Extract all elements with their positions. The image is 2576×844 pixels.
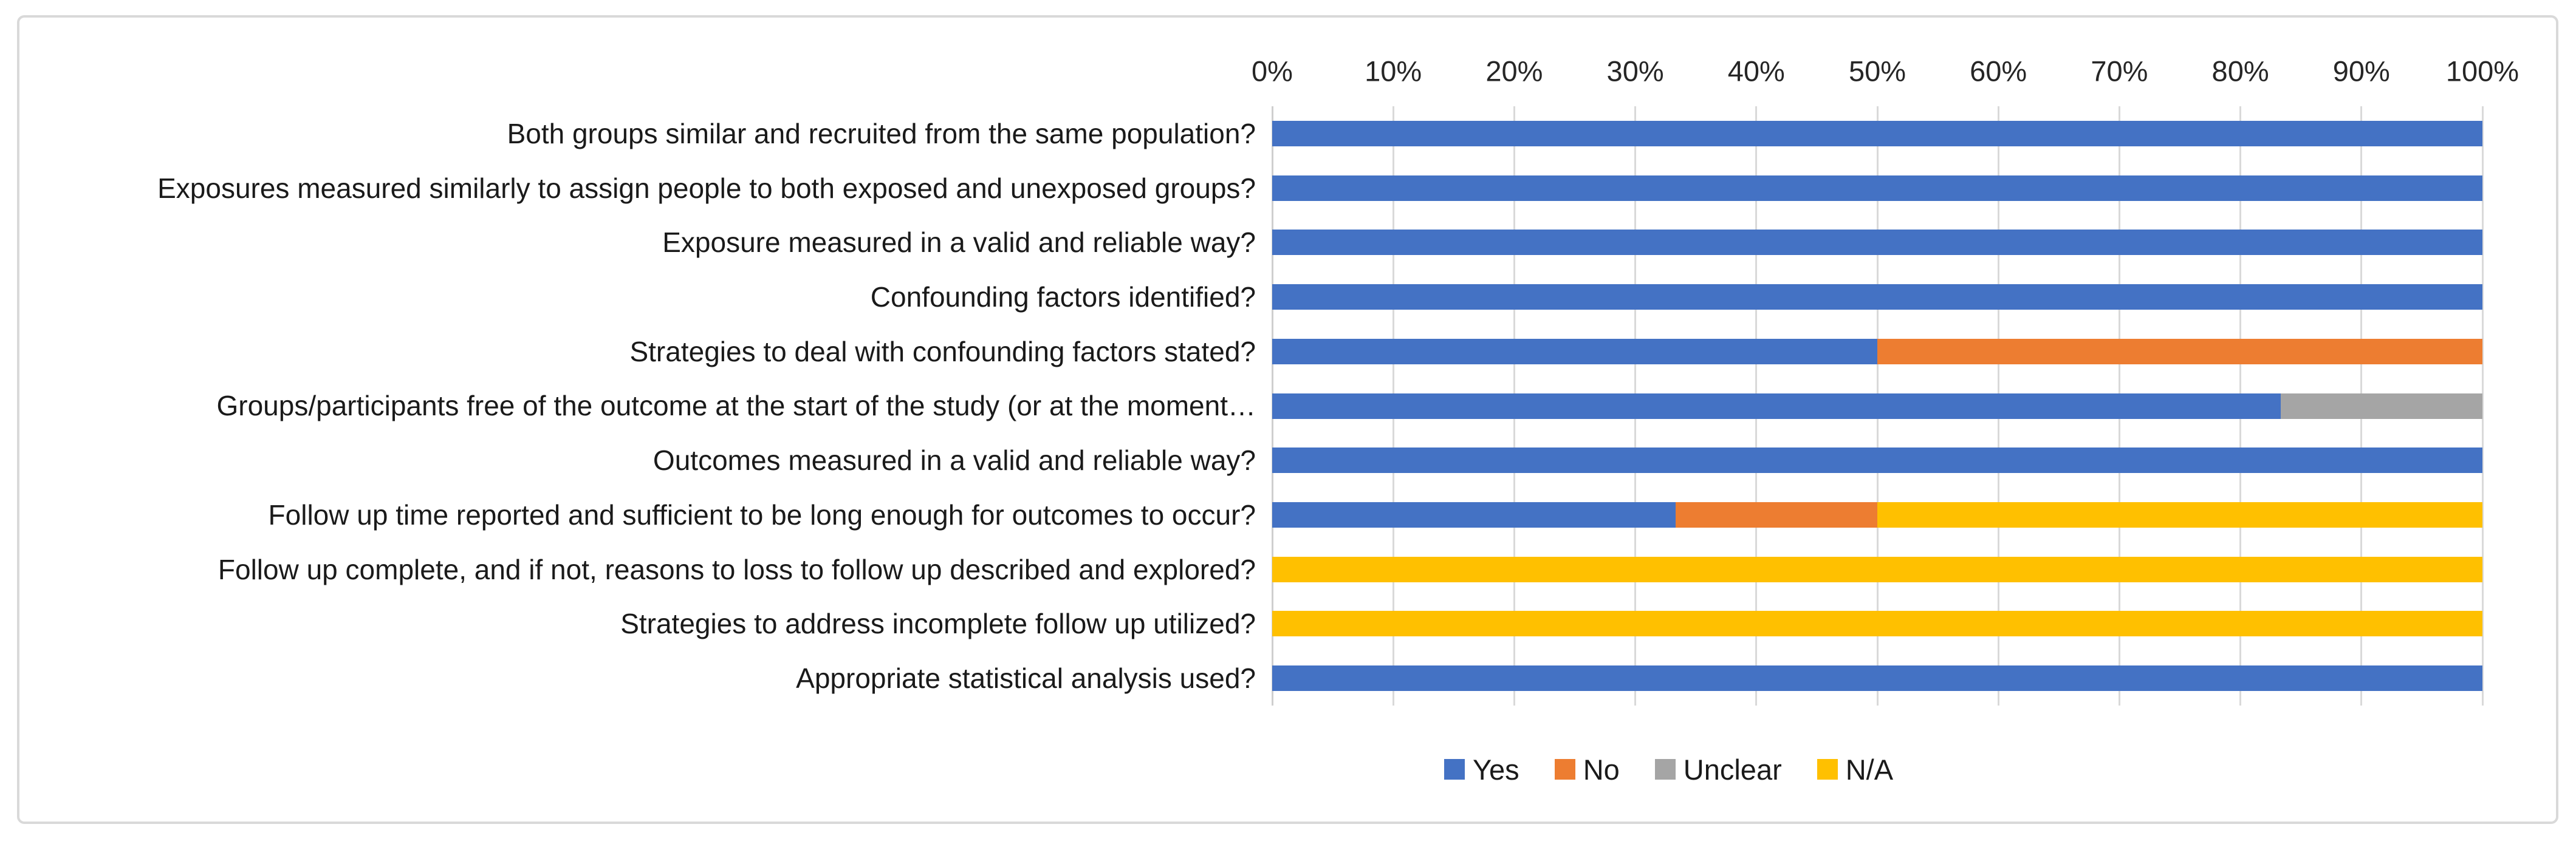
bar-segment-yes — [1272, 448, 2482, 474]
bar-row — [1272, 175, 2482, 201]
bar-segment-unclear — [2280, 393, 2482, 419]
bar-row — [1272, 338, 2482, 364]
category-label: Confounding factors identified? — [870, 281, 1256, 313]
x-axis-tick-label: 0% — [1252, 55, 1293, 87]
x-axis-tick-label: 80% — [2211, 55, 2269, 87]
bar-segment-yes — [1272, 120, 2482, 146]
legend-swatch-na — [1817, 759, 1838, 780]
category-label: Strategies to deal with confounding fact… — [629, 335, 1256, 367]
bar-segment-yes — [1272, 338, 1877, 364]
bar-segment-no — [1675, 502, 1877, 528]
x-axis-tick-label: 40% — [1727, 55, 1785, 87]
bar-row — [1272, 556, 2482, 582]
chart-figure: 0% 10% 20% 30% 40% 50% 60% 70% 80% 90% 100% Both g… — [17, 15, 2558, 824]
bar-row — [1272, 502, 2482, 528]
bar-row — [1272, 230, 2482, 256]
bar-segment-na — [1877, 502, 2482, 528]
bar-segment-yes — [1272, 502, 1676, 528]
x-axis-tick-label: 10% — [1365, 55, 1422, 87]
x-axis-tick-label: 60% — [1970, 55, 2027, 87]
bar-row — [1272, 665, 2482, 692]
category-label: Strategies to address incomplete follow … — [620, 608, 1256, 640]
legend-item-unclear: Unclear — [1654, 753, 1782, 786]
bar-segment-yes — [1272, 665, 2482, 692]
bar-segment-yes — [1272, 175, 2482, 201]
x-axis-tick-label: 100% — [2445, 55, 2519, 87]
bar-segment-yes — [1272, 284, 2482, 310]
legend-item-yes: Yes — [1444, 753, 1519, 786]
legend-label: N/A — [1845, 753, 1894, 786]
x-axis-tick-label: 70% — [2091, 55, 2148, 87]
plot-area — [1271, 106, 2484, 706]
bar-row — [1272, 393, 2482, 419]
bar-row — [1272, 448, 2482, 474]
legend-label: No — [1583, 753, 1620, 786]
legend-label: Unclear — [1683, 753, 1782, 786]
bar-segment-yes — [1272, 230, 2482, 256]
bar-row — [1272, 611, 2482, 637]
x-axis-tick-label: 50% — [1848, 55, 1906, 87]
bar-segment-no — [1877, 338, 2482, 364]
bar-row — [1272, 284, 2482, 310]
bar-segment-na — [1272, 556, 2482, 582]
x-axis-tick-label: 30% — [1606, 55, 1664, 87]
legend-label: Yes — [1473, 753, 1519, 786]
legend-item-no: No — [1554, 753, 1620, 786]
legend: Yes No Unclear N/A — [1444, 751, 1893, 788]
category-label: Groups/participants free of the outcome … — [216, 390, 1256, 422]
category-label: Exposures measured similarly to assign p… — [157, 172, 1256, 204]
category-label: Both groups similar and recruited from t… — [507, 117, 1256, 149]
legend-item-na: N/A — [1817, 753, 1893, 786]
bar-segment-yes — [1272, 393, 2281, 419]
gridline — [2481, 106, 2484, 706]
x-axis-tick-label: 20% — [1485, 55, 1543, 87]
legend-swatch-no — [1554, 759, 1575, 780]
bar-segment-na — [1272, 611, 2482, 637]
category-label: Exposure measured in a valid and reliabl… — [662, 226, 1256, 259]
bar-row — [1272, 120, 2482, 146]
x-axis-tick-label: 90% — [2332, 55, 2390, 87]
category-label: Follow up time reported and sufficient t… — [268, 499, 1256, 531]
category-label: Follow up complete, and if not, reasons … — [218, 553, 1256, 585]
legend-swatch-unclear — [1654, 759, 1676, 780]
legend-swatch-yes — [1444, 759, 1465, 780]
category-label: Appropriate statistical analysis used? — [796, 662, 1256, 695]
category-label: Outcomes measured in a valid and reliabl… — [653, 444, 1256, 477]
